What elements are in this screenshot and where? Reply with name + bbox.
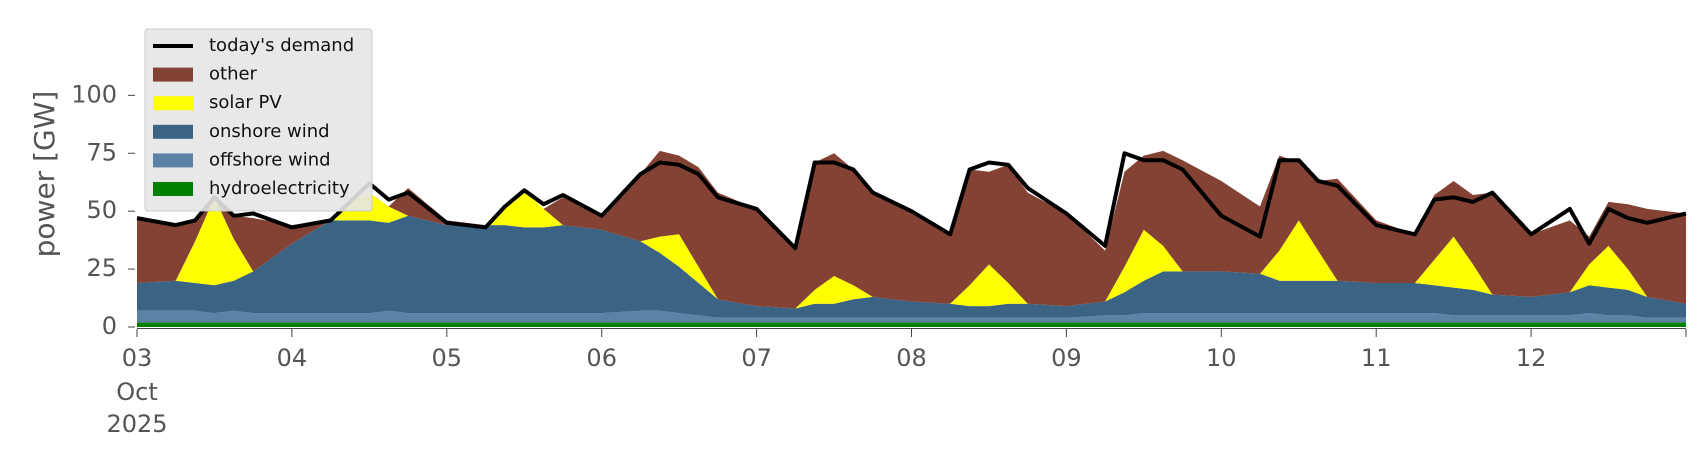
x-tick-label: 05 (432, 344, 463, 372)
x-tick-sublabel: Oct (116, 378, 158, 406)
legend-swatch-other (153, 67, 193, 82)
x-tick-label: 10 (1206, 344, 1237, 372)
x-tick-label: 09 (1051, 344, 1082, 372)
legend-swatch-offshore-wind (153, 153, 193, 168)
legend-label-onshore-wind: onshore wind (209, 121, 330, 142)
area-solar-pv (137, 190, 1686, 309)
area-other (137, 150, 1686, 309)
legend-swatch-solar-pv (153, 96, 193, 111)
y-tick-label: 50 (86, 196, 117, 224)
area-hydroelectricity (137, 322, 1686, 327)
y-tick-label: 75 (86, 138, 117, 166)
legend-swatch-hydroelectricity (153, 182, 193, 196)
x-tick-label: 04 (277, 344, 308, 372)
x-tick-label: 06 (586, 344, 617, 372)
x-tick-label: 07 (741, 344, 772, 372)
x-tick-sublabel: 2025 (106, 410, 167, 438)
x-tick-label: 12 (1516, 344, 1547, 372)
y-tick-label: 0 (102, 312, 117, 340)
x-tick-label: 03 (122, 344, 153, 372)
axes: power [GW] (28, 91, 1686, 329)
line-today-s-demand (136, 151, 1687, 251)
y-ticks: 0 25 50 75 100 (71, 80, 135, 340)
y-axis-title: power [GW] (28, 91, 61, 258)
x-ticks: 03 Oct 2025 04 05 06 07 08 09 10 11 12 (106, 329, 1687, 438)
y-tick-label: 100 (71, 80, 117, 108)
legend-label-offshore-wind: offshore wind (209, 149, 331, 170)
legend-label-today-s-demand: today's demand (209, 35, 354, 56)
legend: today's demand other solar PV onshore wind o… (144, 28, 373, 212)
legend-swatch-onshore-wind (153, 124, 193, 139)
y-tick-label: 25 (86, 254, 117, 282)
legend-box (144, 28, 373, 212)
x-tick-label: 11 (1361, 344, 1392, 372)
legend-label-other: other (209, 64, 258, 85)
area-offshore-wind (137, 310, 1686, 323)
area-onshore-wind (137, 215, 1686, 318)
demand-line-group (136, 151, 1687, 251)
series-areas (137, 150, 1686, 327)
legend-label-hydroelectricity: hydroelectricity (209, 178, 350, 199)
legend-label-solar-pv: solar PV (209, 92, 282, 113)
x-tick-label: 08 (896, 344, 927, 372)
